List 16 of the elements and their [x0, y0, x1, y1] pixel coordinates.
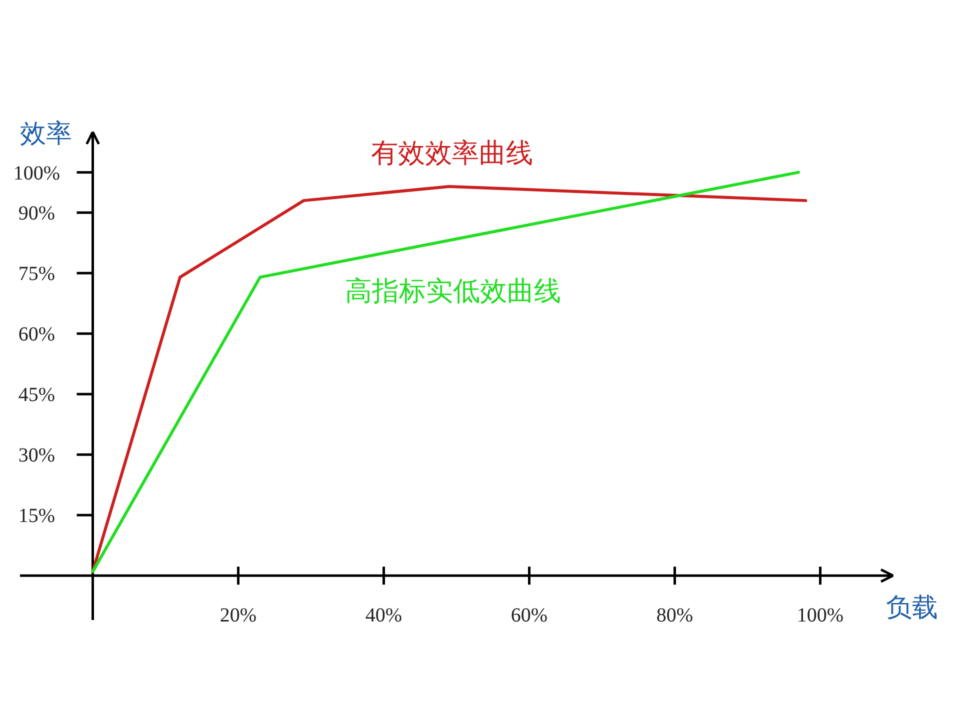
y-axis-title: 效率 — [20, 119, 72, 149]
y-tick-label: 30% — [18, 444, 56, 467]
y-tick-label: 100% — [13, 162, 60, 184]
y-tick-label: 60% — [18, 324, 56, 346]
x-tick-label: 80% — [656, 604, 694, 627]
y-tick-label: 75% — [18, 263, 56, 286]
x-tick-label: 100% — [796, 604, 844, 627]
y-tick-label: 45% — [18, 384, 56, 406]
x-tick-label: 60% — [510, 604, 548, 627]
y-tick-label: 15% — [18, 505, 56, 528]
x-axis-title: 负载 — [886, 593, 938, 623]
y-tick-label: 90% — [18, 202, 56, 225]
x-tick-label: 40% — [365, 604, 402, 627]
series-label: 有效效率曲线 — [371, 138, 533, 169]
series-label: 高指标实低效曲线 — [345, 276, 561, 307]
x-tick-label: 20% — [220, 604, 257, 627]
